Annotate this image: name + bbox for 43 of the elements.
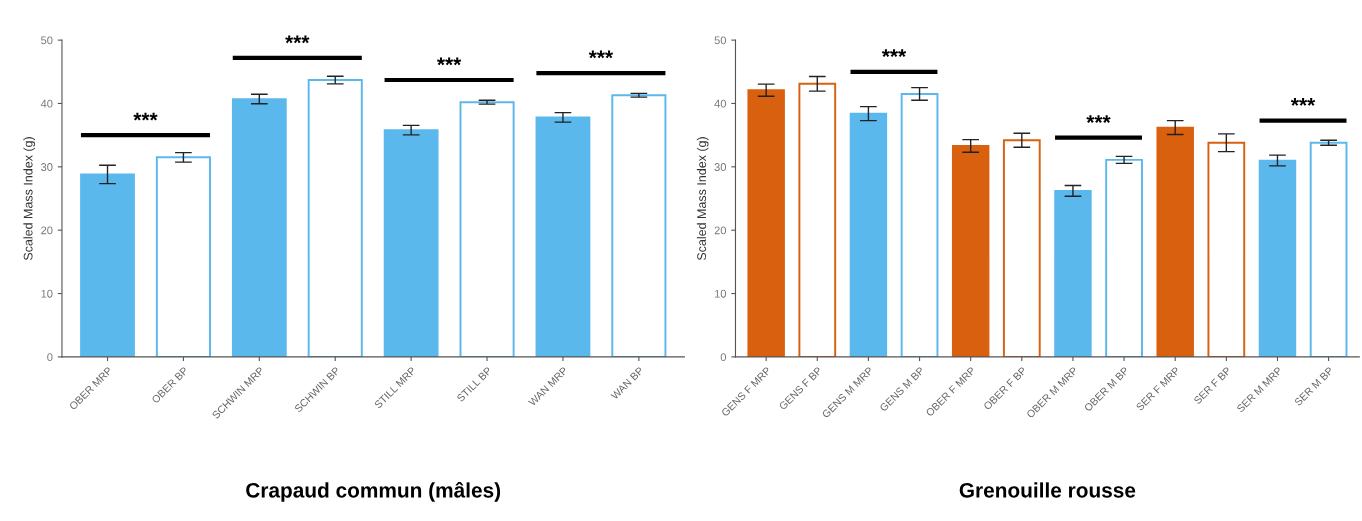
bar [900, 93, 939, 357]
y-tick-label: 10 [41, 289, 53, 298]
bar [535, 116, 591, 357]
bar [307, 79, 363, 357]
bar [231, 98, 287, 357]
annotation: *** [1086, 115, 1111, 123]
y-tick-label: 10 [714, 289, 727, 298]
bar [1309, 141, 1348, 357]
y-tick-label: 30 [41, 163, 53, 171]
bar [1258, 159, 1297, 357]
text: Crapaud commun (mâles) [246, 481, 501, 502]
y-tick-label: 50 [714, 36, 727, 45]
bar [1054, 190, 1092, 357]
bar [1207, 141, 1246, 357]
y-tick-label: 20 [714, 226, 727, 235]
bar [1105, 158, 1143, 357]
annotation: *** [436, 57, 462, 66]
y-tick-label: 50 [41, 36, 53, 45]
y-tick-label: 20 [41, 226, 53, 235]
bar [383, 129, 439, 357]
annotation: *** [1290, 98, 1316, 106]
y-tick-label: 30 [714, 163, 727, 171]
y-tick-label: 40 [714, 99, 727, 108]
annotation: *** [588, 50, 614, 59]
annotation: *** [285, 35, 310, 44]
bar [1002, 139, 1041, 357]
y-tick-label: 40 [40, 99, 53, 108]
y-tick-label: 0 [47, 353, 53, 362]
bar [849, 112, 888, 357]
y-axis-title: Scaled Mass Index (g) [23, 137, 36, 261]
y-axis-title: Scaled Mass Index (g) [696, 137, 709, 261]
bar [951, 145, 990, 357]
bar [155, 156, 211, 357]
annotation: *** [881, 49, 907, 58]
bar [80, 173, 135, 357]
bar [1156, 126, 1194, 357]
bar [747, 89, 785, 357]
bar [459, 101, 515, 357]
bar [611, 94, 667, 357]
bar [798, 82, 837, 357]
text: Grenouille rousse [959, 482, 1136, 498]
annotation: *** [133, 112, 158, 121]
y-tick-label: 0 [720, 353, 727, 362]
